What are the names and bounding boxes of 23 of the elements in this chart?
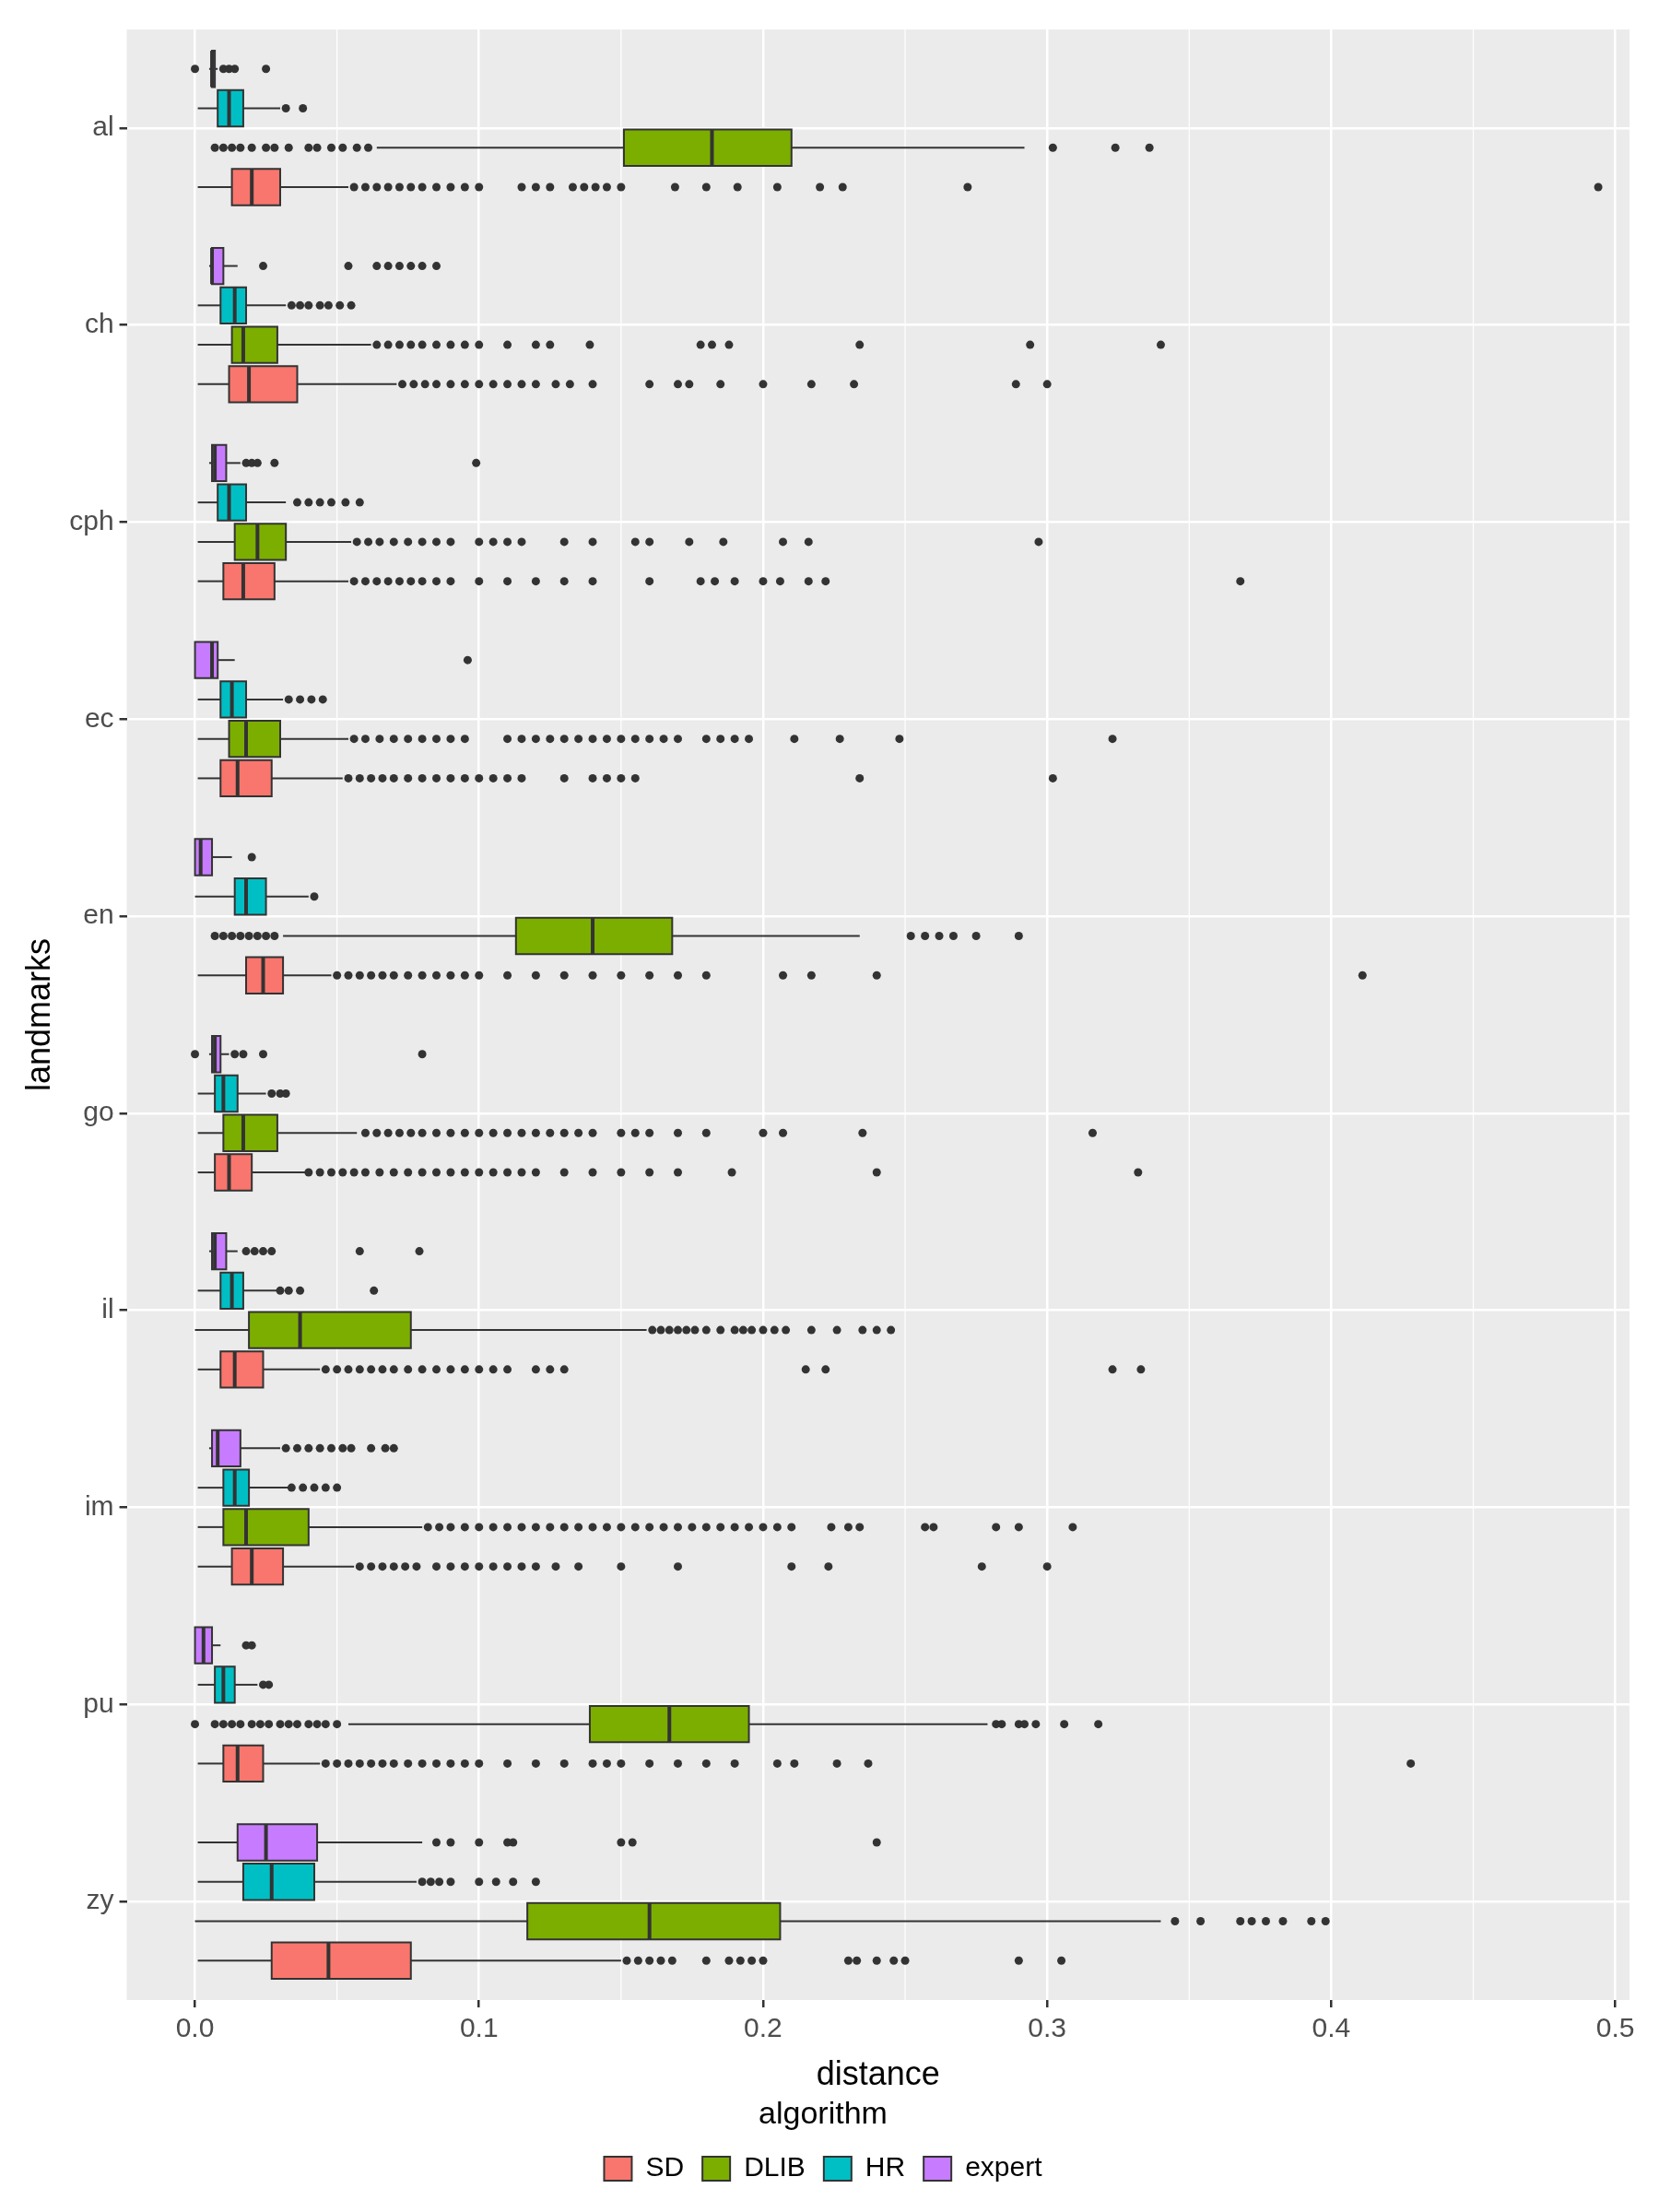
legend-label: expert bbox=[965, 2151, 1043, 2183]
y-tick-label: ch bbox=[84, 307, 114, 338]
y-tick-label: cph bbox=[69, 504, 114, 535]
y-tick-label: ec bbox=[84, 701, 114, 733]
x-tick-label: 0.1 bbox=[459, 2012, 499, 2043]
y-tick-label: im bbox=[84, 1489, 114, 1521]
legend-label: SD bbox=[645, 2151, 685, 2183]
y-tick-label: pu bbox=[83, 1687, 114, 1718]
x-tick-label: 0.2 bbox=[744, 2012, 782, 2043]
x-tick-label: 0.5 bbox=[1595, 2012, 1635, 2043]
y-tick-label: zy bbox=[86, 1884, 114, 1915]
legend-label: DLIB bbox=[744, 2151, 806, 2183]
y-tick-label: en bbox=[83, 899, 114, 930]
legend-title: algorithm bbox=[759, 2094, 888, 2130]
y-axis-title: landmarks bbox=[18, 937, 57, 1092]
y-tick-label: go bbox=[83, 1096, 114, 1127]
x-axis-title: distance bbox=[816, 2053, 940, 2092]
x-tick-label: 0.4 bbox=[1312, 2012, 1351, 2043]
y-tick-label: al bbox=[92, 111, 114, 142]
x-tick-label: 0.3 bbox=[1028, 2012, 1067, 2043]
legend-label: HR bbox=[865, 2151, 906, 2183]
y-tick-label: il bbox=[101, 1292, 114, 1324]
x-tick-label: 0.0 bbox=[175, 2012, 215, 2043]
